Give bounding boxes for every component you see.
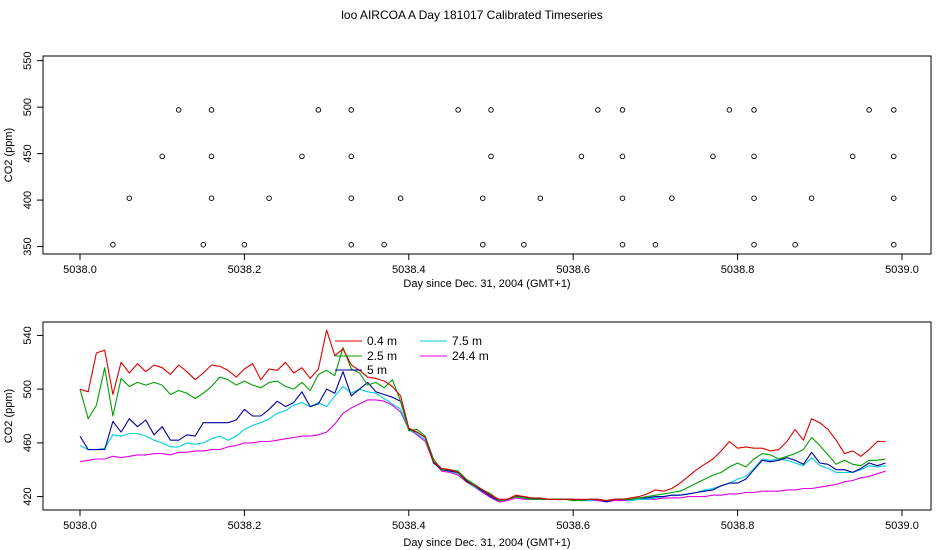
data-point — [208, 153, 215, 160]
x-tick-label: 5039.0 — [885, 520, 919, 532]
x-tick-label: 5038.4 — [392, 520, 426, 532]
y-tick-label: 500 — [22, 98, 34, 116]
legend-label-0: 0.4 m — [367, 334, 397, 348]
legend: 0.4 m 2.5 m 5 m 7.5 m 24.4 m — [335, 334, 489, 377]
bottom-panel: 5038.0 5038.2 5038.4 5038.6 5038.8 5039.0 420… — [3, 321, 932, 549]
data-point — [397, 195, 404, 201]
series-line-2-5-m — [79, 346, 886, 502]
data-point — [792, 241, 798, 248]
figure-title: loo AIRCOA A Day 181017 Calibrated Times… — [341, 8, 602, 22]
x-tick-label: 5039.0 — [885, 264, 919, 276]
data-point — [595, 107, 601, 113]
data-point — [751, 195, 757, 201]
legend-label-4: 24.4 m — [452, 349, 489, 363]
data-point — [381, 241, 387, 248]
legend-label-3: 7.5 m — [452, 334, 482, 348]
top-panel: 5038.0 5038.2 5038.4 5038.6 5038.8 5039.0 350… — [3, 51, 932, 290]
data-point — [652, 241, 659, 248]
x-tick-label: 5038.6 — [556, 520, 590, 532]
y-tick-label: 400 — [22, 191, 34, 209]
data-point — [208, 195, 215, 201]
y-tick-label: 450 — [22, 144, 34, 162]
bottom-y-axis: 420 460 500 540 — [22, 326, 43, 506]
data-point — [619, 241, 626, 248]
data-point — [266, 195, 272, 201]
data-point — [488, 107, 494, 113]
x-tick-label: 5038.8 — [721, 264, 755, 276]
data-point — [808, 195, 815, 201]
data-point — [751, 107, 757, 113]
bottom-x-axis: 5038.0 5038.2 5038.4 5038.6 5038.8 5039.0 — [63, 510, 919, 532]
data-point — [348, 241, 355, 248]
data-point — [126, 195, 133, 201]
data-point — [488, 153, 494, 160]
data-point — [200, 241, 207, 248]
data-point — [866, 107, 872, 113]
data-point — [578, 153, 585, 160]
data-point — [348, 107, 355, 113]
legend-label-2: 5 m — [367, 363, 387, 377]
data-point — [348, 195, 355, 201]
x-tick-label: 5038.6 — [556, 264, 590, 276]
legend-label-1: 2.5 m — [367, 349, 397, 363]
data-point — [480, 241, 486, 248]
y-tick-label: 540 — [22, 326, 34, 344]
x-tick-label: 5038.2 — [228, 264, 262, 276]
data-point — [175, 107, 182, 113]
top-marks — [110, 107, 897, 248]
bottom-plot-frame — [42, 321, 932, 511]
data-point — [537, 195, 544, 201]
data-point — [751, 153, 757, 160]
x-tick-label: 5038.4 — [392, 264, 426, 276]
data-point — [208, 107, 215, 113]
series-line-5-m — [79, 371, 886, 503]
top-y-axis-label: CO2 (ppm) — [3, 128, 15, 182]
top-x-axis: 5038.0 5038.2 5038.4 5038.6 5038.8 5039.0 — [63, 254, 919, 276]
series-line-7-5-m — [79, 385, 886, 503]
data-point — [110, 241, 116, 248]
top-y-axis: 350 400 450 500 550 — [22, 51, 43, 256]
y-tick-label: 550 — [22, 51, 34, 69]
data-point — [751, 241, 757, 248]
data-point — [455, 107, 461, 113]
y-tick-label: 350 — [22, 237, 34, 255]
data-point — [480, 195, 486, 201]
data-point — [619, 107, 626, 113]
x-tick-label: 5038.0 — [63, 264, 97, 276]
data-point — [891, 153, 897, 160]
x-tick-label: 5038.0 — [63, 520, 97, 532]
data-point — [241, 241, 248, 248]
x-tick-label: 5038.2 — [228, 520, 262, 532]
y-tick-label: 500 — [22, 380, 34, 398]
bottom-lines — [79, 329, 886, 503]
data-point — [619, 153, 626, 160]
data-point — [669, 195, 675, 201]
top-x-axis-label: Day since Dec. 31, 2004 (GMT+1) — [403, 278, 570, 290]
series-line-24-4-m — [79, 399, 886, 503]
data-point — [521, 241, 527, 248]
data-point — [891, 195, 897, 201]
top-plot-frame — [42, 55, 932, 255]
y-tick-label: 460 — [22, 434, 34, 452]
data-point — [619, 195, 626, 201]
bottom-x-axis-label: Day since Dec. 31, 2004 (GMT+1) — [403, 537, 570, 549]
y-tick-label: 420 — [22, 487, 34, 505]
series-line-0-4-m — [79, 329, 886, 502]
bottom-y-axis-label: CO2 (ppm) — [3, 389, 15, 443]
data-point — [891, 241, 897, 248]
data-point — [849, 153, 856, 160]
data-point — [159, 153, 165, 160]
data-point — [315, 107, 322, 113]
data-point — [710, 153, 716, 160]
data-point — [348, 153, 355, 160]
data-point — [891, 107, 897, 113]
data-point — [299, 153, 305, 160]
data-point — [726, 107, 733, 113]
x-tick-label: 5038.8 — [721, 520, 755, 532]
